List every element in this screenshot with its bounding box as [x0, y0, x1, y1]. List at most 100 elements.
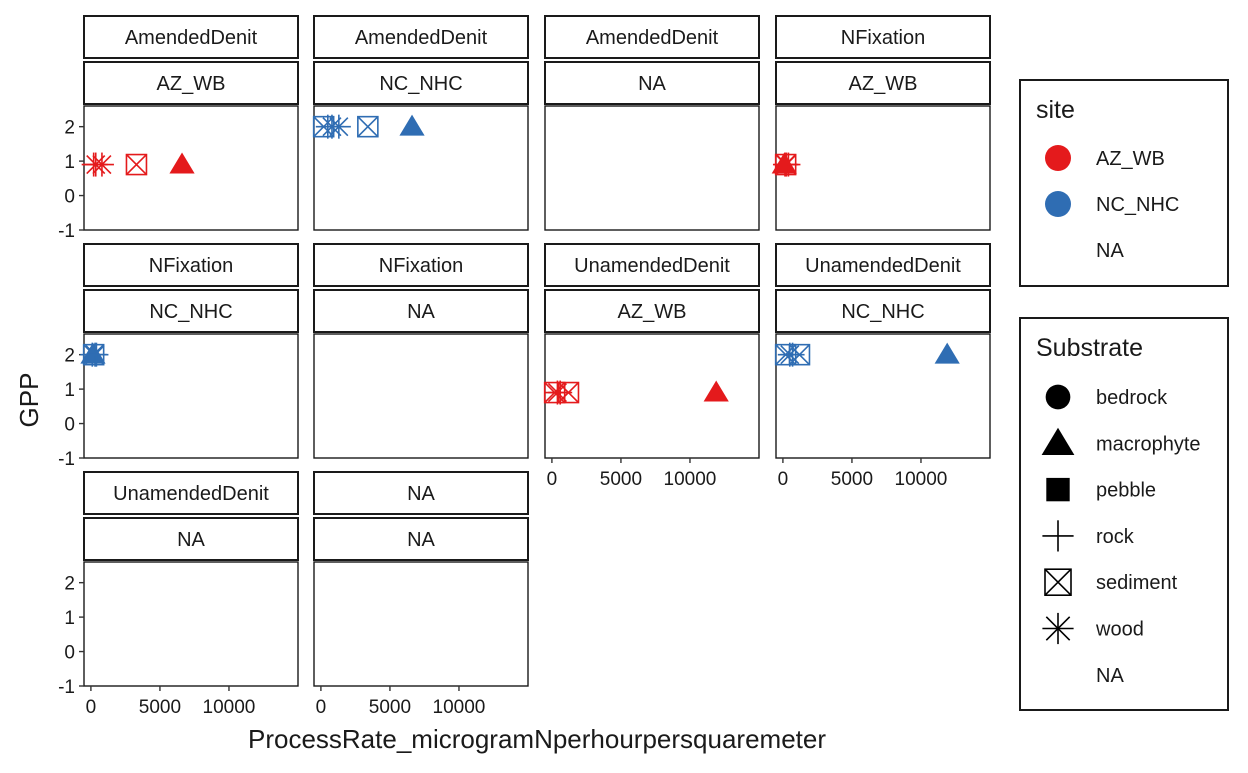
x-tick-label: 10000 — [664, 469, 717, 490]
facet-panel: UnamendedDenit NA -1 0 1 2 0 5000 10000 — [58, 471, 299, 718]
facet-strip-bottom-label: AZ_WB — [618, 301, 687, 323]
y-axis-title: GPP — [14, 373, 44, 428]
facet-panel: UnamendedDenit AZ_WB 0 5000 10000 — [543, 243, 760, 490]
facet-strip-bottom-label: NC_NHC — [149, 301, 232, 323]
x-tick-label: 5000 — [369, 697, 411, 718]
x-tick-label: 0 — [778, 469, 789, 490]
y-tick-label: -1 — [58, 677, 75, 698]
data-point — [89, 152, 114, 177]
data-point — [774, 153, 797, 176]
x-tick-label: 10000 — [895, 469, 948, 490]
legend-item-label: wood — [1095, 619, 1144, 641]
x-tick-label: 0 — [86, 697, 97, 718]
legend-key-swatch — [1045, 145, 1071, 171]
y-tick-label: 1 — [64, 608, 75, 629]
facet-strip-top-label: NFixation — [149, 255, 233, 277]
facet-strip-top-label: NFixation — [379, 255, 463, 277]
facet-panel: AmendedDenit NA — [544, 15, 760, 231]
legend-item-label: NA — [1096, 665, 1124, 687]
y-tick-label: -1 — [58, 221, 75, 242]
legend-site: site AZ_WB NC_NHC NA — [1019, 79, 1229, 287]
facet-strip-bottom-box — [775, 61, 991, 105]
facet-strip-bottom-box — [313, 289, 529, 333]
data-point — [169, 152, 195, 174]
y-tick-label: 1 — [64, 380, 75, 401]
y-tick-label: 1 — [64, 152, 75, 173]
x-tick-label: 0 — [316, 697, 327, 718]
data-point — [703, 380, 729, 402]
legend-item-label: AZ_WB — [1096, 148, 1165, 170]
facet-strip-top-label: NA — [407, 483, 435, 505]
facet-strip-bottom-label: NC_NHC — [841, 301, 924, 323]
facet-panel: UnamendedDenit NC_NHC 0 5000 10000 — [774, 243, 991, 490]
data-point — [357, 115, 379, 138]
legend-item-label: NC_NHC — [1096, 194, 1179, 216]
x-tick-label: 0 — [547, 469, 558, 490]
facet-strip-bottom-box — [775, 289, 991, 333]
facet-strip-top-box — [313, 15, 529, 59]
facet-strip-bottom-box — [83, 61, 299, 105]
legend-title: site — [1036, 96, 1075, 124]
legend-box — [1019, 79, 1229, 287]
data-point — [934, 342, 960, 364]
x-tick-label: 5000 — [831, 469, 873, 490]
facet-strip-top-label: NFixation — [841, 27, 925, 49]
y-tick-label: 2 — [64, 346, 75, 367]
legend-item-label: macrophyte — [1096, 433, 1201, 455]
facet-strip-bottom-box — [83, 289, 299, 333]
facet-strip-top-box — [313, 243, 529, 287]
legend-item-label: pebble — [1096, 480, 1156, 502]
facet-strip-bottom-label: NA — [407, 301, 435, 323]
y-tick-label: 0 — [64, 187, 75, 208]
x-tick-label: 10000 — [203, 697, 256, 718]
panel-plot-area — [544, 105, 760, 231]
data-point — [84, 342, 109, 367]
legend-key-symbol — [1041, 427, 1075, 455]
panel-plot-area — [83, 561, 299, 687]
legend-substrate: Substrate bedrock macrophyte pebble rock sedi… — [1019, 317, 1229, 711]
facet-strip-top-label: UnamendedDenit — [805, 255, 961, 277]
facet-strip-bottom-box — [313, 517, 529, 561]
x-axis-title: ProcessRate_microgramNperhourpersquareme… — [248, 724, 826, 754]
panel-plot-area — [313, 561, 529, 687]
facet-strip-bottom-box — [313, 61, 529, 105]
x-tick-label: 10000 — [433, 697, 486, 718]
facet-strip-bottom-label: AZ_WB — [849, 73, 918, 95]
panel-plot-area — [775, 333, 991, 459]
panel-plot-area — [775, 105, 991, 231]
facet-strip-top-box — [83, 471, 299, 515]
legend-key-symbol — [1044, 568, 1072, 597]
legend-key-symbol — [1042, 520, 1074, 552]
x-tick-label: 5000 — [600, 469, 642, 490]
facet-strip-bottom-box — [544, 289, 760, 333]
legend-key-symbol — [1046, 477, 1070, 502]
facet-panel: NA NA 0 5000 10000 — [313, 471, 529, 718]
legend-key-symbol — [1042, 612, 1074, 645]
facet-strip-bottom-label: NA — [407, 529, 435, 551]
facet-strip-bottom-label: NA — [177, 529, 205, 551]
facet-strip-bottom-label: NA — [638, 73, 666, 95]
facet-strip-top-box — [313, 471, 529, 515]
facet-strip-top-label: AmendedDenit — [586, 27, 719, 49]
facet-strip-top-label: AmendedDenit — [125, 27, 258, 49]
facet-strip-bottom-label: NC_NHC — [379, 73, 462, 95]
data-point — [326, 114, 351, 139]
legend-item-label: rock — [1096, 526, 1135, 548]
facet-strip-top-label: UnamendedDenit — [574, 255, 730, 277]
facet-panel: NFixation NA — [313, 243, 529, 459]
legend-key-swatch — [1045, 191, 1071, 217]
y-tick-label: 0 — [64, 643, 75, 664]
data-point — [125, 153, 148, 176]
facet-strip-top-label: UnamendedDenit — [113, 483, 269, 505]
y-tick-label: -1 — [58, 449, 75, 470]
panel-plot-area — [544, 333, 760, 459]
data-point — [399, 114, 425, 136]
legend-title: Substrate — [1036, 334, 1143, 362]
legend-item-label: bedrock — [1096, 387, 1168, 409]
facet-strip-bottom-box — [544, 61, 760, 105]
facet-strip-top-box — [83, 15, 299, 59]
legend-box — [1019, 317, 1229, 711]
panel-plot-area — [313, 105, 529, 231]
